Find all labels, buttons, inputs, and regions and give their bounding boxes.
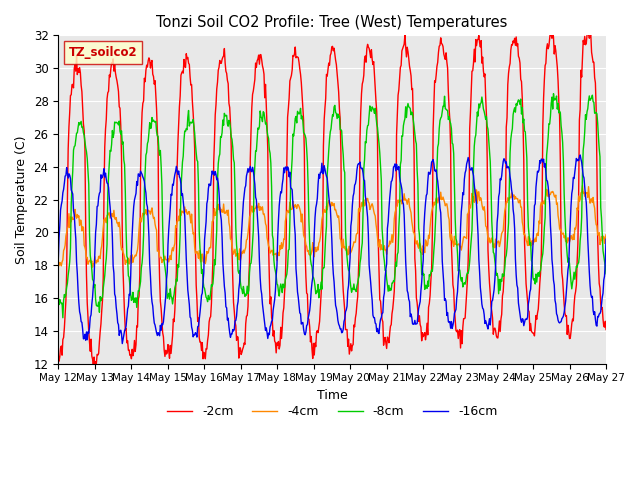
-2cm (177, 72, 185, 78)
-8cm (602, 271, 610, 276)
-8cm (65, 266, 73, 272)
-2cm (65, 146, 72, 152)
-2cm (415, 313, 423, 319)
-16cm (177, 181, 185, 187)
-2cm (91, 366, 99, 372)
-2cm (54, 352, 62, 358)
Y-axis label: Soil Temperature (C): Soil Temperature (C) (15, 135, 28, 264)
Title: Tonzi Soil CO2 Profile: Tree (West) Temperatures: Tonzi Soil CO2 Profile: Tree (West) Temp… (157, 15, 508, 30)
-16cm (118, 341, 126, 347)
-16cm (399, 201, 407, 207)
-4cm (65, 225, 72, 230)
-8cm (206, 297, 214, 302)
-4cm (415, 240, 423, 246)
-16cm (415, 302, 423, 308)
-4cm (579, 182, 586, 188)
Line: -2cm: -2cm (58, 27, 606, 369)
-16cm (602, 236, 610, 242)
-2cm (584, 24, 591, 30)
-16cm (65, 175, 72, 181)
-8cm (122, 190, 129, 195)
-8cm (177, 186, 185, 192)
-16cm (54, 257, 62, 263)
Line: -8cm: -8cm (58, 94, 606, 318)
Line: -4cm: -4cm (58, 185, 606, 267)
-2cm (399, 44, 407, 49)
-8cm (399, 123, 407, 129)
X-axis label: Time: Time (317, 389, 348, 402)
-16cm (206, 183, 214, 189)
-16cm (576, 152, 584, 158)
-4cm (399, 197, 407, 203)
-8cm (54, 294, 62, 300)
-4cm (177, 213, 185, 218)
-8cm (59, 315, 67, 321)
Legend: -2cm, -4cm, -8cm, -16cm: -2cm, -4cm, -8cm, -16cm (162, 400, 502, 423)
-2cm (122, 327, 129, 333)
-4cm (122, 262, 129, 267)
-4cm (54, 263, 62, 269)
-4cm (206, 244, 214, 250)
-2cm (206, 315, 214, 321)
-4cm (602, 232, 610, 238)
-4cm (89, 264, 97, 270)
Line: -16cm: -16cm (58, 155, 606, 344)
-2cm (602, 326, 610, 332)
-8cm (415, 232, 423, 238)
-16cm (122, 326, 129, 332)
-8cm (550, 91, 557, 96)
